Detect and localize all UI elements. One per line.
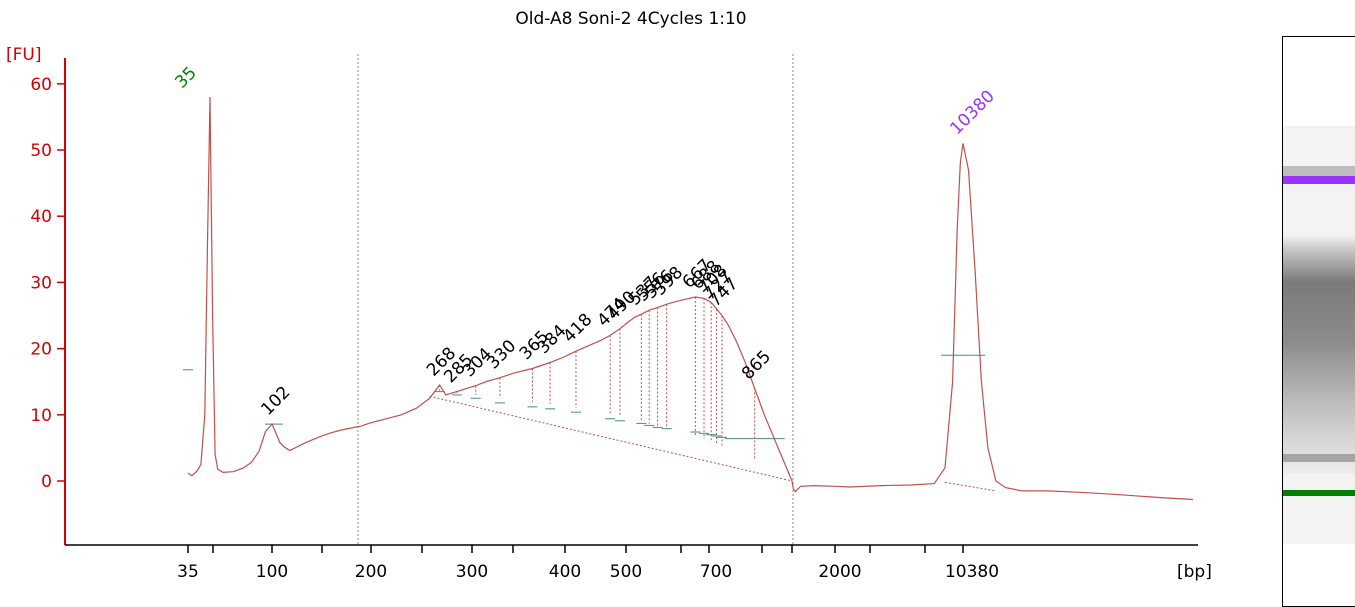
x-axis-unit-label: [bp]: [1177, 562, 1212, 582]
peak-label: 418: [559, 310, 596, 347]
y-tick-label: 40: [30, 207, 52, 227]
gel-low-band: [1283, 454, 1355, 462]
peak-label: 102: [257, 383, 294, 420]
x-tick-label: 500: [610, 562, 642, 582]
x-tick-label: 100: [256, 562, 288, 582]
x-tick-label: 300: [456, 562, 488, 582]
peak-label: 10380: [946, 87, 998, 139]
peak-labels: 3510226828530433036538441847449053755657…: [171, 63, 998, 419]
x-tick-label: 200: [355, 562, 387, 582]
peak-label: 35: [171, 63, 200, 92]
x-ticks: 35 100 200 300 400 500 700 2000 10380: [177, 545, 999, 582]
y-tick-label: 10: [30, 406, 52, 426]
y-axis-unit-label: [FU]: [6, 45, 42, 65]
y-tick-label: 60: [30, 75, 52, 95]
gel-lane: [1282, 36, 1355, 607]
peak-label: 330: [483, 336, 520, 373]
x-tick-label: 2000: [818, 562, 861, 582]
x-tick-label: 35: [177, 562, 199, 582]
gel-lower-marker-band: [1283, 490, 1355, 496]
upper-marker-baseline: [944, 481, 997, 492]
x-tick-label: 10380: [945, 562, 999, 582]
y-tick-label: 50: [30, 141, 52, 161]
y-tick-label: 20: [30, 340, 52, 360]
gel-upper-shadow: [1283, 166, 1355, 178]
gel-smear: [1283, 234, 1355, 474]
y-tick-label: 30: [30, 273, 52, 293]
y-tick-label: 0: [41, 472, 52, 492]
fluorescence-trace: [187, 96, 1194, 501]
peak-fill-lines: [183, 296, 997, 492]
x-tick-label: 400: [549, 562, 581, 582]
chart-title: Old-A8 Soni-2 4Cycles 1:10: [515, 9, 746, 29]
electropherogram-chart: Old-A8 Soni-2 4Cycles 1:10 [FU] [bp] 0 10…: [6, 9, 1212, 582]
y-ticks: 0 10 20 30 40 50 60: [30, 75, 65, 492]
x-tick-label: 700: [700, 562, 732, 582]
gel-upper-marker-band: [1283, 176, 1355, 184]
peak-label: 865: [738, 347, 775, 384]
